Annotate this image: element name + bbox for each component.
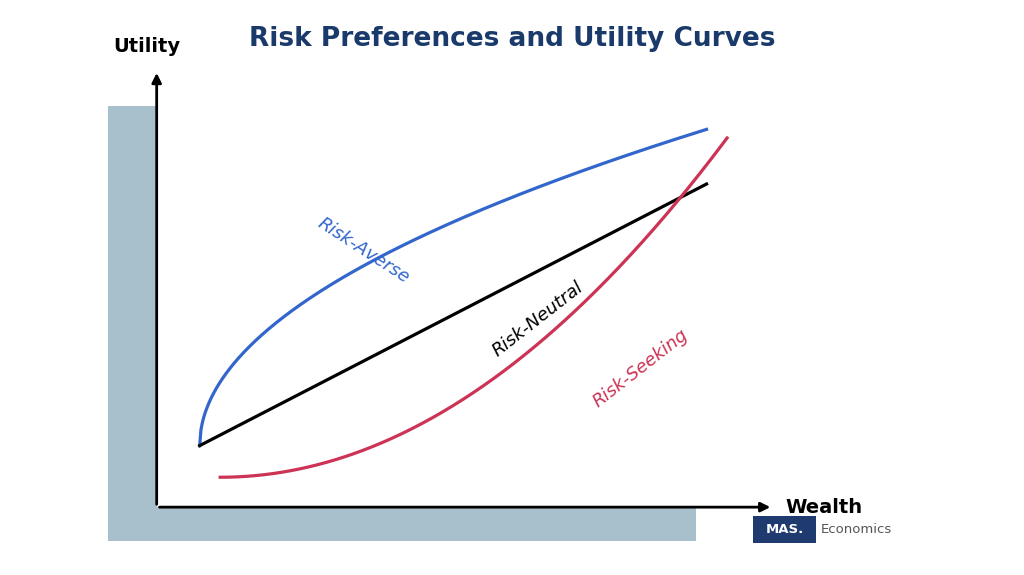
Text: Utility: Utility xyxy=(113,37,180,56)
Text: Economics: Economics xyxy=(821,523,893,536)
Bar xyxy=(108,106,157,509)
Text: Risk-Neutral: Risk-Neutral xyxy=(488,278,587,360)
Text: Risk-Seeking: Risk-Seeking xyxy=(589,325,691,411)
Text: Wealth: Wealth xyxy=(785,497,862,517)
Text: MAS.: MAS. xyxy=(765,523,804,536)
Text: Risk-Averse: Risk-Averse xyxy=(314,214,413,286)
Bar xyxy=(108,507,696,540)
Bar xyxy=(753,516,816,543)
Text: Risk Preferences and Utility Curves: Risk Preferences and Utility Curves xyxy=(249,26,775,52)
